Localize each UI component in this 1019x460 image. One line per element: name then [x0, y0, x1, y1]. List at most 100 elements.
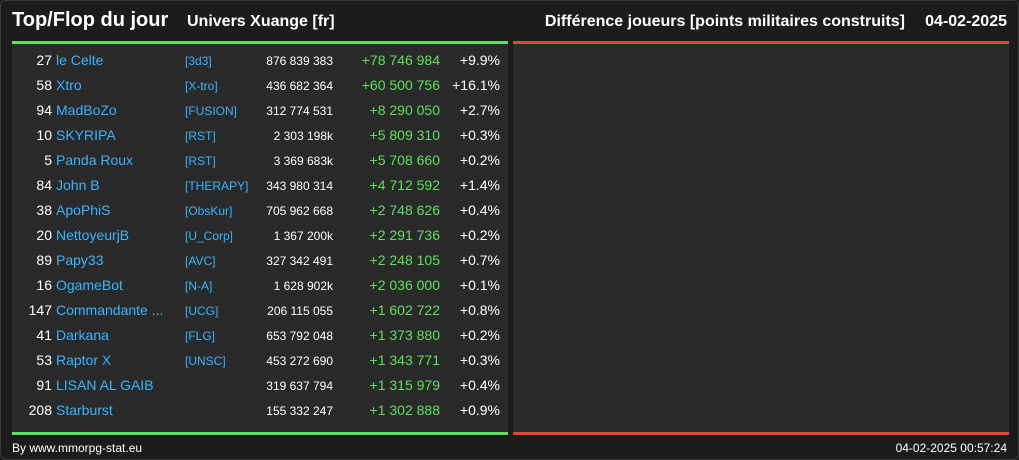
- player-name-link[interactable]: NettoyeurjB: [56, 227, 130, 243]
- player-rank: 147: [28, 302, 52, 318]
- percent-change: +1.4%: [459, 177, 500, 193]
- player-rank: 20: [36, 227, 52, 243]
- flop-panel: [513, 44, 1009, 432]
- points-difference: +5 809 310: [369, 127, 440, 143]
- points-difference: +4 712 592: [369, 177, 440, 193]
- player-points: 312 774 531: [266, 104, 333, 118]
- player-points: 653 792 048: [266, 329, 333, 343]
- alliance-tag-link[interactable]: [FLG]: [185, 329, 216, 343]
- percent-change: +16.1%: [452, 77, 500, 93]
- list-item: 10 SKYRIPA [RST] 2 303 198k +5 809 310 +0.3%: [12, 123, 508, 148]
- list-item: 91 LISAN AL GAIB 319 637 794 +1 315 979 +0.4…: [12, 373, 508, 398]
- points-difference: +1 302 888: [369, 402, 440, 418]
- alliance-tag-link[interactable]: [RST]: [185, 129, 216, 143]
- player-name-link[interactable]: Raptor X: [56, 352, 112, 368]
- player-points: 1 628 902k: [273, 279, 333, 293]
- alliance-tag-link[interactable]: [3d3]: [185, 54, 212, 68]
- player-name-link[interactable]: MadBoZo: [56, 102, 117, 118]
- player-rank: 58: [36, 77, 52, 93]
- player-name-link[interactable]: SKYRIPA: [56, 127, 116, 143]
- timestamp: 04-02-2025 00:57:24: [895, 441, 1007, 455]
- player-points: 1 367 200k: [273, 229, 333, 243]
- player-rank: 27: [36, 52, 52, 68]
- list-item: 20 NettoyeurjB [U_Corp] 1 367 200k +2 291 73…: [12, 223, 508, 248]
- alliance-tag-link[interactable]: [ObsKur]: [185, 204, 233, 218]
- player-name-link[interactable]: Xtro: [56, 77, 82, 93]
- player-points: 206 115 055: [267, 304, 333, 318]
- points-difference: +2 748 626: [369, 202, 440, 218]
- alliance-tag-link[interactable]: [UNSC]: [185, 354, 226, 368]
- metric-label: Différence joueurs [points militaires co…: [544, 13, 905, 30]
- player-name-link[interactable]: OgameBot: [56, 277, 123, 293]
- player-points: 705 962 668: [266, 204, 333, 218]
- player-points: 155 332 247: [266, 404, 333, 418]
- percent-change: +9.9%: [459, 52, 500, 68]
- credit-link[interactable]: By www.mmorpg-stat.eu: [12, 441, 143, 455]
- percent-change: +0.3%: [459, 352, 500, 368]
- player-points: 876 839 383: [266, 54, 333, 68]
- top-panel-accent-bottom: [12, 432, 508, 435]
- alliance-tag-link[interactable]: [U_Corp]: [185, 229, 234, 243]
- points-difference: +78 746 984: [361, 52, 440, 68]
- percent-change: +0.4%: [459, 377, 500, 393]
- list-item: 27 le Celte [3d3] 876 839 383 +78 746 984 +9.…: [12, 48, 508, 73]
- top-panel: [12, 44, 508, 432]
- player-name-link[interactable]: Panda Roux: [56, 152, 134, 168]
- date-label: 04-02-2025: [925, 13, 1007, 30]
- percent-change: +0.2%: [459, 227, 500, 243]
- alliance-tag-link[interactable]: [FUSION]: [185, 104, 238, 118]
- player-rank: 84: [36, 177, 52, 193]
- percent-change: +2.7%: [459, 102, 500, 118]
- list-item: 94 MadBoZo [FUSION] 312 774 531 +8 290 050 +2…: [12, 98, 508, 123]
- percent-change: +0.9%: [459, 402, 500, 418]
- alliance-tag-link[interactable]: [X-tro]: [185, 79, 218, 93]
- player-name-link[interactable]: Papy33: [56, 252, 104, 268]
- player-name-link[interactable]: le Celte: [56, 52, 104, 68]
- player-rank: 10: [36, 127, 52, 143]
- page-title: Top/Flop du jour: [12, 9, 169, 31]
- player-rank: 38: [36, 202, 52, 218]
- flop-panel-accent-top: [513, 41, 1009, 44]
- points-difference: +1 315 979: [369, 377, 440, 393]
- percent-change: +0.7%: [459, 252, 500, 268]
- list-item: 84 John B [THERAPY] 343 980 314 +4 712 592 +1…: [12, 173, 508, 198]
- player-points: 3 369 683k: [273, 154, 333, 168]
- list-item: 16 OgameBot [N-A] 1 628 902k +2 036 000 +0.1%: [12, 273, 508, 298]
- points-difference: +60 500 756: [361, 77, 440, 93]
- player-points: 319 637 794: [266, 379, 333, 393]
- universe-label: Univers Xuange [fr]: [187, 13, 335, 30]
- points-difference: +5 708 660: [369, 152, 440, 168]
- player-rank: 91: [36, 377, 52, 393]
- points-difference: +2 248 105: [369, 252, 440, 268]
- list-item: 38 ApoPhiS [ObsKur] 705 962 668 +2 748 626 +0…: [12, 198, 508, 223]
- percent-change: +0.3%: [459, 127, 500, 143]
- points-difference: +1 373 880: [369, 327, 440, 343]
- alliance-tag-link[interactable]: [THERAPY]: [185, 179, 249, 193]
- points-difference: +2 291 736: [369, 227, 440, 243]
- player-name-link[interactable]: Darkana: [56, 327, 109, 343]
- player-rank: 94: [36, 102, 52, 118]
- percent-change: +0.1%: [459, 277, 500, 293]
- player-name-link[interactable]: Commandante ...: [56, 302, 164, 318]
- player-name-link[interactable]: John B: [56, 177, 100, 193]
- player-rank: 5: [44, 152, 52, 168]
- player-name-link[interactable]: ApoPhiS: [56, 202, 111, 218]
- percent-change: +0.8%: [459, 302, 500, 318]
- player-rank: 16: [36, 277, 52, 293]
- percent-change: +0.4%: [459, 202, 500, 218]
- flop-panel-accent-bottom: [513, 432, 1009, 435]
- player-rank: 41: [36, 327, 52, 343]
- player-rank: 208: [28, 402, 52, 418]
- list-item: 5 Panda Roux [RST] 3 369 683k +5 708 660 +0.2…: [12, 148, 508, 173]
- alliance-tag-link[interactable]: [RST]: [185, 154, 216, 168]
- points-difference: +1 343 771: [369, 352, 440, 368]
- list-item: 208 Starburst 155 332 247 +1 302 888 +0.9%: [12, 398, 508, 423]
- player-points: 2 303 198k: [273, 129, 333, 143]
- player-name-link[interactable]: Starburst: [56, 402, 113, 418]
- alliance-tag-link[interactable]: [AVC]: [185, 254, 216, 268]
- alliance-tag-link[interactable]: [UCG]: [185, 304, 219, 318]
- alliance-tag-link[interactable]: [N-A]: [185, 279, 213, 293]
- player-name-link[interactable]: LISAN AL GAIB: [56, 377, 154, 393]
- top-panel-accent-top: [12, 41, 508, 44]
